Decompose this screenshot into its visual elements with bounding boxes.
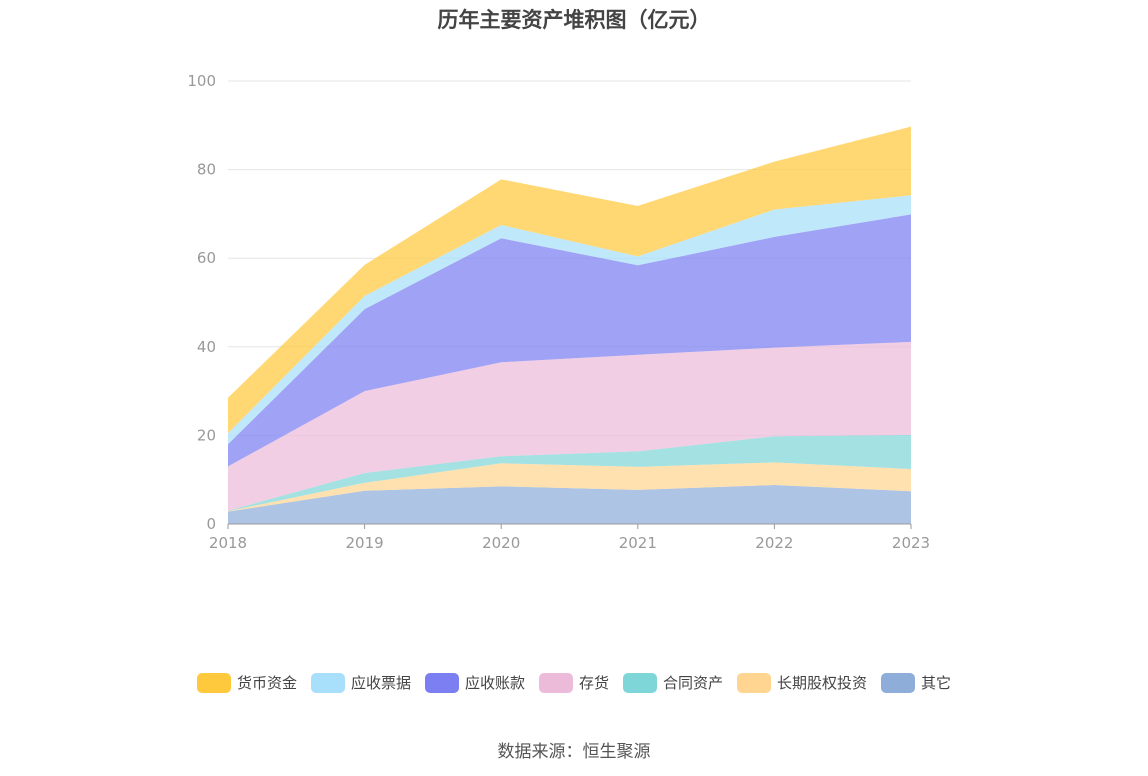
- area-series: [228, 126, 911, 524]
- legend-swatch: [196, 672, 231, 693]
- legend-swatch: [538, 672, 573, 693]
- area-应收票据: [228, 195, 911, 445]
- area-存货: [228, 341, 911, 511]
- legend-label: 合同资产: [663, 674, 724, 692]
- legend-label: 存货: [578, 674, 609, 692]
- legend-swatch: [310, 672, 345, 693]
- x-tick-label: 2018: [209, 534, 247, 552]
- y-tick-label: 40: [197, 338, 216, 356]
- legend-label: 其它: [921, 674, 952, 692]
- stacked-area-chart: 0 20 40 60 80 100 2018 2019 2020 2021 2022 2023: [187, 72, 930, 552]
- area-应收账款: [228, 214, 911, 467]
- x-tick-label: 2019: [346, 534, 384, 552]
- area-货币资金: [228, 126, 911, 434]
- legend-item[interactable]: 存货: [538, 672, 609, 693]
- chart-title: 历年主要资产堆积图（亿元）: [437, 8, 711, 32]
- area-长期股权投资: [228, 462, 911, 512]
- legend-label: 应收票据: [350, 674, 411, 692]
- x-tick-label: 2023: [892, 534, 930, 552]
- legend-item[interactable]: 应收账款: [424, 672, 525, 693]
- legend-swatch: [623, 672, 657, 693]
- y-tick-label: 80: [197, 161, 216, 179]
- legend-item[interactable]: 货币资金: [196, 672, 297, 693]
- legend-label: 货币资金: [236, 674, 297, 692]
- area-其它: [228, 485, 911, 524]
- legend-swatch: [737, 672, 772, 693]
- legend-item[interactable]: 其它: [881, 672, 951, 693]
- y-tick-label: 60: [197, 249, 216, 267]
- area-合同资产: [228, 434, 911, 512]
- legend: 货币资金 应收票据 应收账款 存货 合同资产 长期股权投资 其它: [0, 672, 1148, 693]
- legend-label: 长期股权投资: [777, 674, 868, 692]
- axes: 0 20 40 60 80 100 2018 2019 2020 2021 2022 2023: [187, 72, 930, 552]
- legend-label: 应收账款: [464, 674, 525, 692]
- legend-item[interactable]: 应收票据: [310, 672, 411, 693]
- x-tick-label: 2022: [755, 534, 793, 552]
- legend-swatch: [424, 672, 459, 693]
- y-tick-label: 100: [187, 72, 216, 90]
- legend-item[interactable]: 长期股权投资: [737, 672, 867, 693]
- y-tick-label: 20: [197, 426, 216, 444]
- y-tick-label: 0: [206, 515, 216, 533]
- legend-swatch: [881, 672, 916, 693]
- source-note: 数据来源：恒生聚源: [497, 742, 651, 762]
- x-tick-label: 2021: [619, 534, 657, 552]
- legend-item[interactable]: 合同资产: [623, 672, 723, 693]
- x-tick-label: 2020: [482, 534, 520, 552]
